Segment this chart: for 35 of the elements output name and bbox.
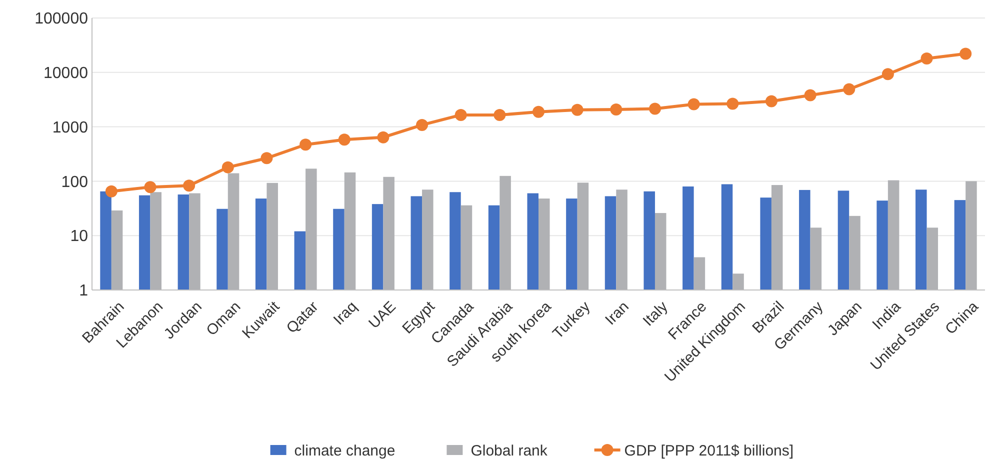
point [610, 103, 622, 116]
legend-label: GDP [PPP 2011$ billions] [624, 442, 794, 460]
point [454, 108, 467, 121]
point [494, 108, 506, 121]
point [338, 134, 350, 146]
point [222, 161, 234, 174]
x-tick-label: Iraq [330, 298, 361, 329]
y-tick-label: 10 [70, 228, 88, 246]
y-tick-label: 1 [79, 282, 88, 300]
y-tick-label: 10000 [44, 65, 88, 82]
point [416, 118, 428, 131]
point [144, 181, 156, 194]
point [532, 106, 544, 118]
y-tick-label: 100000 [34, 10, 88, 28]
point [843, 83, 856, 96]
point [300, 138, 312, 151]
point [571, 104, 584, 116]
point [648, 102, 661, 115]
point [688, 98, 700, 110]
point [260, 152, 273, 164]
point [105, 185, 118, 198]
point [377, 131, 390, 144]
legend-label: climate change [294, 442, 396, 460]
point [183, 180, 196, 192]
point [960, 48, 972, 60]
point [765, 95, 778, 108]
point [882, 68, 894, 80]
point [920, 52, 933, 65]
point [726, 98, 739, 110]
y-tick-label: 100 [61, 174, 88, 191]
x-tick-label: Italy [640, 298, 672, 330]
point [804, 89, 816, 102]
y-tick-label: 1000 [52, 119, 88, 136]
x-tick-label: Iran [602, 298, 632, 329]
legend-label: Global rank [470, 442, 548, 460]
